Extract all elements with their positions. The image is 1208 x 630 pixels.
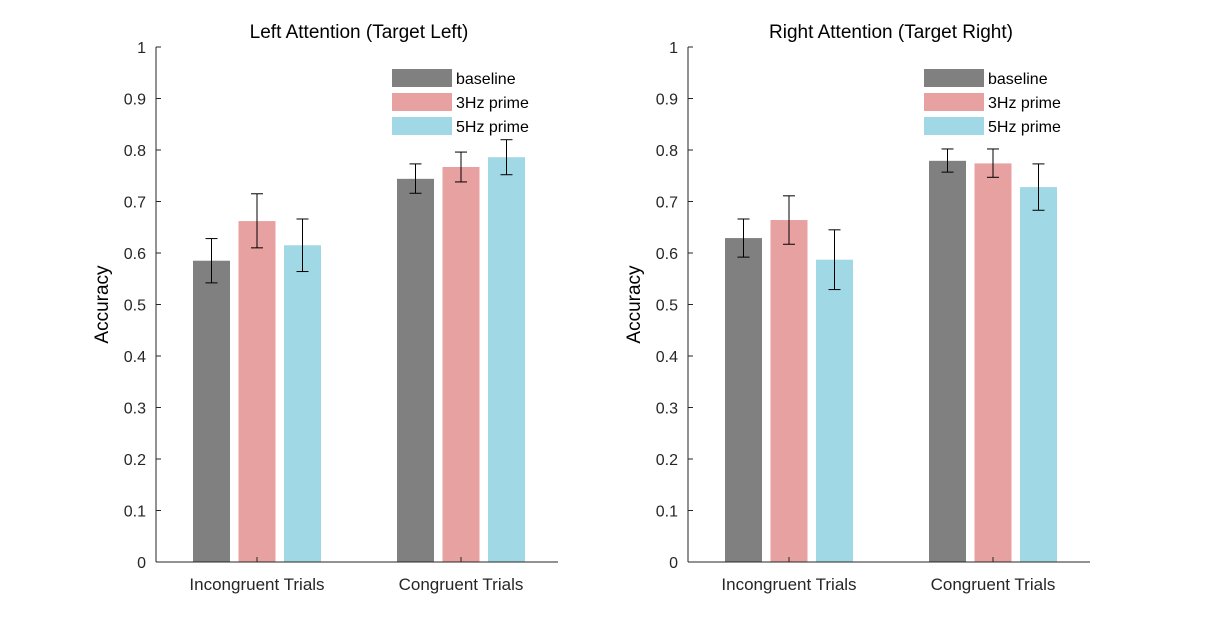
legend-label-3hz-prime: 3Hz prime xyxy=(988,95,1061,112)
y-tick-label: 0.5 xyxy=(656,298,678,315)
left-attention-chart: 0 0.1 0.2 0.3 0.4 0.5 0.6 0.7 0.8 0.9 1 Incongruent… xyxy=(92,22,558,594)
x-tick-label: Congruent Trials xyxy=(399,575,524,594)
y-axis-label: Accuracy xyxy=(624,265,645,344)
y-tick-label: 0.4 xyxy=(124,349,146,366)
legend: baseline 3Hz prime 5Hz prime xyxy=(392,69,529,136)
bar-baseline-incongruent-trials xyxy=(725,238,762,562)
error-bar-baseline-incongruent-trials xyxy=(737,218,750,258)
x-tick-label: Congruent Trials xyxy=(931,575,1056,594)
y-tick-label: 1 xyxy=(137,40,146,57)
bar-5hz-prime-congruent-trials xyxy=(488,157,525,562)
error-bar-3hz-prime-incongruent-trials xyxy=(251,193,263,249)
y-tick-label: 1 xyxy=(669,40,678,57)
legend-label-5hz-prime: 5Hz prime xyxy=(988,119,1061,136)
chart-title: Right Attention (Target Right) xyxy=(769,22,1013,43)
right-attention-chart: 0 0.1 0.2 0.3 0.4 0.5 0.6 0.7 0.8 0.9 1 Incongruent… xyxy=(624,22,1090,594)
x-tick-label: Incongruent Trials xyxy=(189,575,324,594)
legend-label-5hz-prime: 5Hz prime xyxy=(456,119,529,136)
bar-5hz-prime-congruent-trials xyxy=(1020,187,1057,562)
y-tick-label: 0.7 xyxy=(124,195,146,212)
legend-label-baseline: baseline xyxy=(456,71,516,88)
y-tick-label: 0.5 xyxy=(124,298,146,315)
chart-title: Left Attention (Target Left) xyxy=(250,22,469,43)
bar-baseline-incongruent-trials xyxy=(193,260,230,562)
legend-swatch-baseline xyxy=(392,69,452,87)
y-tick-label: 0.2 xyxy=(656,452,678,469)
bar-baseline-congruent-trials xyxy=(929,160,966,562)
legend-label-3hz-prime: 3Hz prime xyxy=(456,95,529,112)
x-tick-label: Incongruent Trials xyxy=(721,575,856,594)
error-bar-5hz-prime-incongruent-trials xyxy=(296,218,309,273)
error-bar-baseline-congruent-trials xyxy=(409,163,422,194)
legend-label-baseline: baseline xyxy=(988,71,1048,88)
bar-3hz-prime-congruent-trials xyxy=(974,163,1012,562)
bar-5hz-prime-incongruent-trials xyxy=(284,245,321,562)
y-tick-label: 0.1 xyxy=(656,504,678,521)
bar-3hz-prime-incongruent-trials xyxy=(238,221,276,562)
error-bar-baseline-congruent-trials xyxy=(941,148,954,173)
legend-swatch-baseline xyxy=(924,69,984,87)
bar-5hz-prime-incongruent-trials xyxy=(816,259,853,562)
y-tick-label: 0.3 xyxy=(656,401,678,418)
y-tick-label: 0.6 xyxy=(124,246,146,263)
legend: baseline 3Hz prime 5Hz prime xyxy=(924,69,1061,136)
error-bar-5hz-prime-incongruent-trials xyxy=(828,229,841,291)
bar-3hz-prime-congruent-trials xyxy=(442,166,480,562)
y-tick-label: 0.8 xyxy=(656,143,678,160)
error-bar-5hz-prime-congruent-trials xyxy=(1032,163,1045,211)
y-tick-label: 0.2 xyxy=(124,452,146,469)
y-tick-label: 0.8 xyxy=(124,143,146,160)
y-tick-label: 0 xyxy=(137,555,146,572)
legend-swatch-5hz-prime xyxy=(392,117,452,135)
y-tick-label: 0.9 xyxy=(656,92,678,109)
error-bar-baseline-incongruent-trials xyxy=(205,238,218,284)
error-bar-3hz-prime-incongruent-trials xyxy=(783,195,795,245)
y-tick-label: 0 xyxy=(669,555,678,572)
y-tick-label: 0.3 xyxy=(124,401,146,418)
error-bar-3hz-prime-congruent-trials xyxy=(455,151,467,183)
y-tick-label: 0.6 xyxy=(656,246,678,263)
bar-3hz-prime-incongruent-trials xyxy=(770,220,808,563)
error-bar-5hz-prime-congruent-trials xyxy=(500,139,513,176)
error-bar-3hz-prime-congruent-trials xyxy=(987,148,999,178)
y-tick-label: 0.9 xyxy=(124,92,146,109)
y-axis-label: Accuracy xyxy=(92,265,113,344)
y-tick-label: 0.1 xyxy=(124,504,146,521)
legend-swatch-3hz-prime xyxy=(392,93,452,111)
legend-swatch-5hz-prime xyxy=(924,117,984,135)
y-tick-label: 0.4 xyxy=(656,349,678,366)
y-tick-label: 0.7 xyxy=(656,195,678,212)
legend-swatch-3hz-prime xyxy=(924,93,984,111)
bar-baseline-congruent-trials xyxy=(397,178,434,562)
